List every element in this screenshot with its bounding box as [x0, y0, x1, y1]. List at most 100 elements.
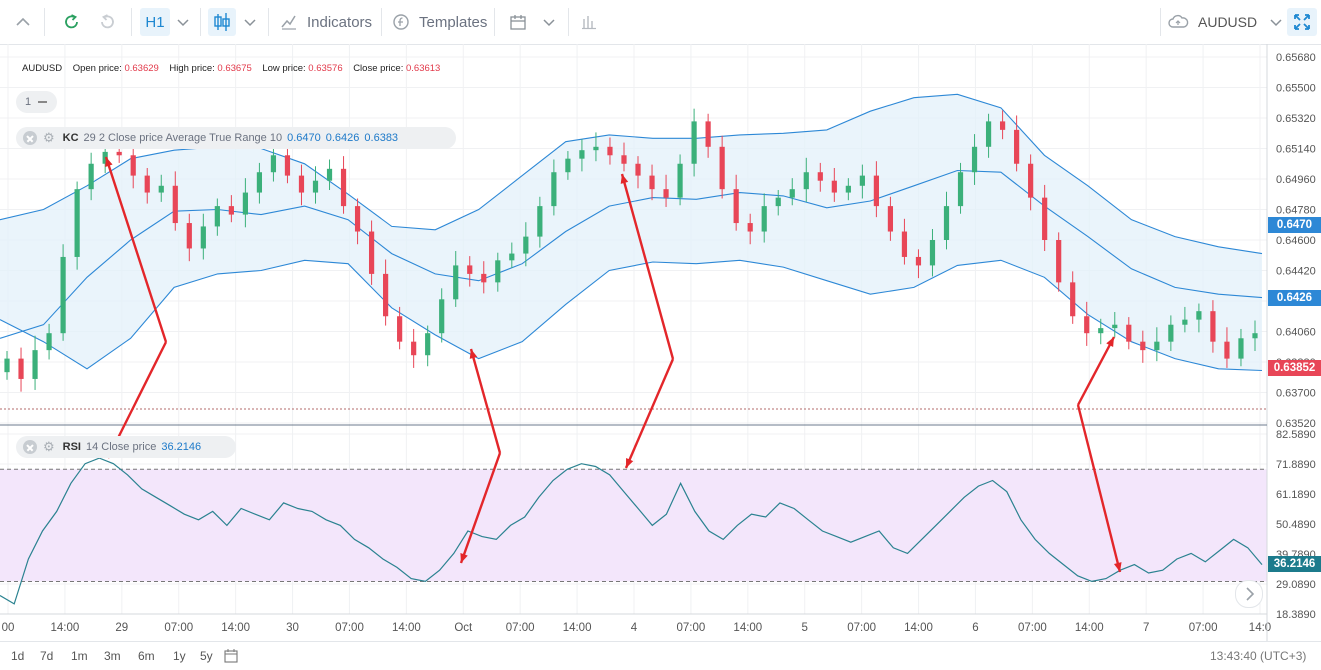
- close-icon[interactable]: [23, 440, 37, 454]
- chevron-down-icon[interactable]: [243, 0, 259, 44]
- candle-body: [789, 189, 795, 198]
- candle-body: [18, 358, 24, 379]
- annotation-arrow: [624, 358, 675, 469]
- candle-body: [1042, 197, 1048, 240]
- candle-body: [705, 121, 711, 147]
- x-tick-label: 07:00: [164, 622, 193, 634]
- redo-icon[interactable]: [95, 0, 119, 44]
- candle-body: [256, 172, 263, 193]
- low-label: Low price:: [262, 63, 306, 74]
- bottom-bar: 1d 7d 1m 3m 6m 1y 5y 13:43:40 (UTC+3): [0, 641, 1321, 670]
- rsi-params: 14 Close price: [86, 441, 157, 453]
- templates-button[interactable]: Templates: [391, 0, 487, 44]
- chevron-up-icon[interactable]: [10, 0, 36, 44]
- keltner-band-fill: [0, 94, 1262, 371]
- close-label: Close price:: [353, 63, 404, 74]
- clock-time: 13:43:40 (UTC+3): [1210, 649, 1307, 663]
- annotation-arrow: [1076, 336, 1116, 406]
- scroll-right-button[interactable]: [1235, 580, 1263, 608]
- range-1d[interactable]: 1d: [11, 649, 25, 663]
- chevron-down-icon[interactable]: [542, 0, 558, 44]
- candle-body: [1238, 338, 1244, 359]
- kc-legend[interactable]: ⚙ KC 29 2 Close price Average True Range…: [16, 127, 456, 149]
- chevron-down-icon[interactable]: [176, 0, 192, 44]
- rsi-tick-label: 61.1890: [1276, 489, 1316, 501]
- rsi-legend[interactable]: ⚙ RSI 14 Close price 36.2146: [16, 436, 236, 458]
- x-tick-label: 4: [631, 622, 638, 634]
- symbol-label: AUDUSD: [1198, 14, 1258, 30]
- x-tick-label: 07:00: [506, 622, 535, 634]
- gear-icon[interactable]: ⚙: [43, 439, 55, 454]
- last-price-badge: 0.63852: [1268, 360, 1321, 376]
- bars-icon[interactable]: [580, 0, 600, 44]
- indicators-button[interactable]: Indicators: [279, 0, 372, 44]
- high-label: High price:: [169, 63, 215, 74]
- y-tick-label: 0.64420: [1276, 266, 1316, 278]
- expand-icon[interactable]: [1287, 8, 1317, 36]
- high-value: 0.63675: [217, 63, 252, 74]
- ohlc-legend: AUDUSD Open price: 0.63629 High price: 0…: [22, 63, 440, 74]
- range-1y[interactable]: 1y: [173, 649, 186, 663]
- candle-body: [509, 253, 515, 261]
- candle-body: [453, 265, 459, 300]
- candle-body: [1126, 324, 1132, 342]
- pane-chip[interactable]: 1: [16, 91, 57, 113]
- candle-body: [593, 146, 599, 151]
- y-tick-label: 0.65500: [1276, 83, 1316, 95]
- candlestick-icon[interactable]: [208, 8, 236, 36]
- candle-body: [957, 172, 964, 207]
- candle-body: [32, 350, 38, 379]
- candle-body: [158, 185, 164, 193]
- candle-body: [579, 150, 585, 159]
- close-value: 0.63613: [406, 63, 441, 74]
- range-1m[interactable]: 1m: [71, 649, 88, 663]
- chart-canvas[interactable]: 0.65680 0.65500 0.65320 0.65140 0.64960 0.647…: [0, 44, 1321, 641]
- candle-body: [873, 175, 879, 207]
- timeframe-button[interactable]: H1: [140, 8, 170, 36]
- close-icon[interactable]: [23, 131, 37, 145]
- rsi-panel: [0, 468, 1267, 582]
- candle-body: [803, 172, 809, 190]
- annotation-arrow: [620, 173, 675, 360]
- rsi-badge: 36.2146: [1268, 556, 1321, 572]
- candle-body: [775, 197, 781, 207]
- candle-body: [761, 206, 767, 232]
- candle-body: [929, 240, 936, 266]
- annotation-arrow: [1076, 404, 1122, 573]
- rsi-tick-label: 71.8890: [1276, 459, 1316, 471]
- candle-body: [621, 155, 627, 164]
- candle-body: [523, 236, 529, 254]
- candle-body: [663, 189, 669, 198]
- candle-body: [495, 260, 501, 283]
- candle-body: [1056, 240, 1062, 283]
- range-5y[interactable]: 5y: [200, 649, 213, 663]
- candle-body: [46, 333, 52, 351]
- range-3m[interactable]: 3m: [104, 649, 121, 663]
- candle-body: [228, 206, 234, 215]
- range-7d[interactable]: 7d: [40, 649, 54, 663]
- candle-body: [130, 155, 136, 176]
- indicators-label: Indicators: [307, 13, 373, 31]
- candle-body: [817, 172, 823, 181]
- y-tick-label: 0.64780: [1276, 205, 1316, 217]
- candle-body: [368, 231, 375, 274]
- x-tick-label: 07:00: [1189, 622, 1218, 634]
- candle-body: [116, 151, 122, 156]
- range-6m[interactable]: 6m: [138, 649, 155, 663]
- candle-body: [607, 146, 613, 156]
- annotations: [104, 156, 1122, 573]
- open-label: Open price:: [72, 63, 122, 74]
- reload-icon[interactable]: [60, 0, 84, 44]
- calendar-icon[interactable]: [224, 649, 238, 663]
- symbol-selector[interactable]: AUDUSD: [1167, 0, 1283, 44]
- arrow-head: [105, 157, 113, 167]
- candle-body: [1182, 319, 1188, 325]
- gear-icon[interactable]: ⚙: [43, 130, 55, 145]
- x-tick-label: 14:00: [392, 622, 421, 634]
- candle-body: [242, 192, 248, 215]
- annotation-arrow: [469, 348, 502, 454]
- x-tick-label: 5: [802, 622, 808, 634]
- calendar-icon[interactable]: [509, 0, 529, 44]
- rsi-name: RSI: [62, 441, 81, 453]
- keltner-lower-line: [0, 259, 1263, 372]
